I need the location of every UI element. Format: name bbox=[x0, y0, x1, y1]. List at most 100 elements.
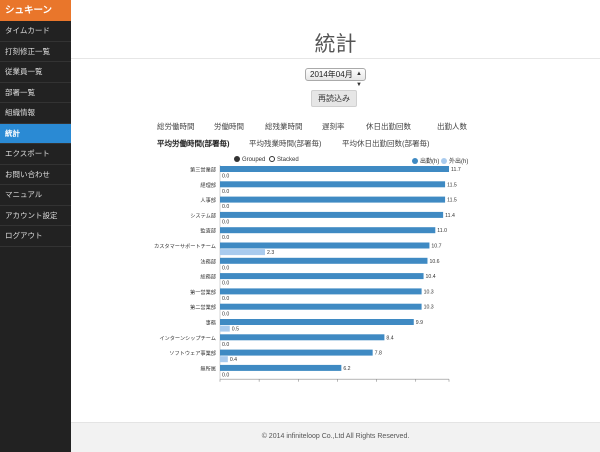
category-label: 監査部 bbox=[200, 227, 216, 235]
category-label: カスタマーサポートチーム bbox=[154, 242, 216, 250]
data-label: 10.7 bbox=[431, 244, 441, 250]
data-label: 0.5 bbox=[232, 327, 239, 333]
bar-series-a bbox=[220, 181, 446, 188]
data-label: 9.9 bbox=[416, 320, 423, 326]
bar-series-a bbox=[220, 364, 342, 371]
main-content: 統計 2014年04月 ▲ ▼ 再読込み 総労働時間 労働時間 総残業時間 遅刻率 休日出… bbox=[71, 0, 600, 452]
bar-series-a bbox=[220, 303, 422, 310]
category-label: 第一営業部 bbox=[190, 288, 216, 296]
bar-series-a bbox=[220, 257, 428, 264]
category-label: 第三営業部 bbox=[190, 166, 216, 174]
data-label: 6.2 bbox=[343, 366, 350, 372]
data-label: 0.0 bbox=[222, 265, 229, 271]
series-a-swatch-icon bbox=[412, 158, 418, 164]
data-label: 0.0 bbox=[222, 281, 229, 287]
tab-stat[interactable]: 休日出勤回数 bbox=[366, 122, 411, 131]
divider bbox=[71, 58, 600, 59]
category-label: 総務部 bbox=[200, 273, 216, 281]
sidebar-item[interactable]: マニュアル bbox=[0, 185, 71, 206]
bar-series-b bbox=[220, 325, 230, 332]
sidebar-item[interactable]: アカウント設定 bbox=[0, 206, 71, 226]
bar-series-a bbox=[220, 334, 385, 341]
month-select[interactable]: 2014年04月 ▲ ▼ bbox=[305, 68, 366, 88]
bar-series-a bbox=[220, 349, 373, 356]
reload-button[interactable]: 再読込み bbox=[311, 90, 357, 107]
category-label: 法務部 bbox=[200, 257, 216, 265]
data-label: 0.0 bbox=[222, 174, 229, 180]
data-label: 0.0 bbox=[222, 373, 229, 379]
bar-series-a bbox=[220, 319, 414, 325]
mode-toggle-grouped[interactable]: Grouped bbox=[234, 156, 265, 163]
legend-series-b[interactable]: 外出(h) bbox=[441, 156, 468, 165]
tab-stat[interactable]: 出勤人数 bbox=[437, 122, 467, 131]
sidebar-item[interactable]: 部署一覧 bbox=[0, 83, 71, 103]
legend-series-a[interactable]: 出勤(h) bbox=[412, 156, 439, 165]
tab-stat[interactable]: 総残業時間 bbox=[265, 122, 303, 131]
data-label: 0.0 bbox=[222, 311, 229, 317]
category-label: 無所属 bbox=[200, 364, 216, 372]
grouped-label: Grouped bbox=[242, 157, 266, 163]
series-b-label: 外出(h) bbox=[449, 159, 469, 165]
bar-series-a bbox=[220, 211, 444, 218]
select-arrows-icon: ▲ ▼ bbox=[356, 71, 362, 88]
data-label: 11.0 bbox=[437, 228, 447, 234]
sidebar-item[interactable]: 統計 bbox=[0, 123, 71, 144]
data-label: 0.0 bbox=[222, 235, 229, 241]
data-label: 0.0 bbox=[222, 296, 229, 302]
bar-series-a bbox=[220, 196, 446, 203]
data-label: 11.5 bbox=[447, 182, 457, 188]
bar-chart: 第三営業部 11.7 0.0 経理部 11.5 0.0 人事部 11.5 0.0 システム部 11.… bbox=[154, 165, 461, 382]
category-label: 第二営業部 bbox=[190, 303, 216, 311]
footer: © 2014 infiniteloop Co.,Ltd All Rights R… bbox=[71, 422, 600, 452]
data-label: 0.0 bbox=[222, 220, 229, 226]
sidebar-item[interactable]: ログアウト bbox=[0, 226, 71, 247]
category-label: 事務 bbox=[206, 319, 217, 327]
tab-department-stat[interactable]: 平均残業時間(部署毎) bbox=[249, 139, 322, 148]
sidebar-item[interactable]: エクスポート bbox=[0, 144, 71, 165]
data-label: 11.7 bbox=[451, 167, 461, 173]
sidebar: シュキーン タイムカード 打刻修正一覧 従業員一覧 部署一覧 組織情報 統計 エクスポートお… bbox=[0, 0, 71, 452]
page-title: 統計 bbox=[314, 32, 357, 56]
data-label: 10.3 bbox=[424, 305, 434, 311]
bar-series-a bbox=[220, 288, 422, 295]
bar-series-a bbox=[220, 227, 436, 234]
sidebar-item[interactable]: お問い合わせ bbox=[0, 165, 71, 185]
data-label: 0.0 bbox=[222, 189, 229, 195]
data-label: 10.4 bbox=[426, 274, 436, 280]
series-a-label: 出勤(h) bbox=[420, 159, 440, 165]
tab-stat[interactable]: 遅刻率 bbox=[322, 122, 345, 131]
category-label: 人事部 bbox=[200, 196, 216, 204]
tab-department-stat[interactable]: 平均休日出勤回数(部署毎) bbox=[342, 139, 430, 148]
data-label: 11.4 bbox=[445, 213, 455, 219]
month-select-value: 2014年04月 bbox=[310, 70, 353, 79]
bar-series-a bbox=[220, 242, 430, 249]
series-b-swatch-icon bbox=[441, 158, 447, 164]
sidebar-item[interactable]: タイムカード bbox=[0, 21, 71, 42]
radio-unselected-icon bbox=[269, 156, 275, 162]
category-label: 経理部 bbox=[200, 181, 216, 189]
tab-stat[interactable]: 総労働時間 bbox=[157, 122, 195, 131]
data-label: 2.3 bbox=[267, 250, 274, 256]
data-label: 0.0 bbox=[222, 204, 229, 210]
data-label: 8.4 bbox=[386, 335, 393, 341]
sidebar-item[interactable]: 組織情報 bbox=[0, 103, 71, 124]
data-label: 10.3 bbox=[424, 289, 434, 295]
radio-selected-icon bbox=[234, 156, 240, 162]
data-label: 7.8 bbox=[375, 351, 382, 357]
stacked-label: Stacked bbox=[277, 157, 299, 163]
mode-toggle-stacked[interactable]: Stacked bbox=[269, 156, 299, 163]
sidebar-item[interactable]: 打刻修正一覧 bbox=[0, 42, 71, 62]
data-label: 10.6 bbox=[429, 259, 439, 265]
tab-stat[interactable]: 労働時間 bbox=[214, 122, 244, 131]
bar-series-a bbox=[220, 273, 424, 280]
bar-series-b bbox=[220, 249, 266, 256]
data-label: 0.4 bbox=[230, 357, 237, 363]
category-label: インターンシップチーム bbox=[159, 334, 216, 342]
data-label: 11.5 bbox=[447, 198, 457, 204]
category-label: システム部 bbox=[190, 211, 216, 219]
bar-series-b bbox=[220, 356, 228, 363]
sidebar-item[interactable]: 従業員一覧 bbox=[0, 62, 71, 83]
brand-logo[interactable]: シュキーン bbox=[0, 0, 71, 21]
bar-series-a bbox=[220, 166, 449, 172]
tab-department-stat[interactable]: 平均労働時間(部署毎) bbox=[157, 139, 230, 148]
